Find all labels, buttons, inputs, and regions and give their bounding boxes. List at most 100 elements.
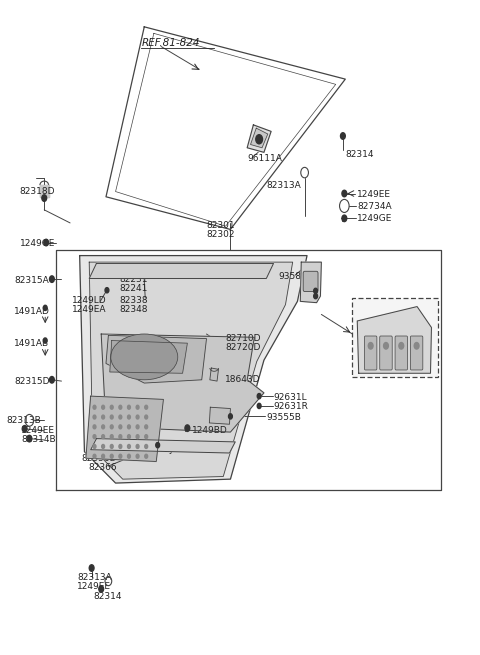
- Circle shape: [136, 445, 139, 449]
- Circle shape: [99, 586, 104, 592]
- FancyBboxPatch shape: [364, 336, 377, 370]
- Circle shape: [119, 445, 122, 449]
- Text: 1249BD: 1249BD: [192, 426, 228, 436]
- FancyBboxPatch shape: [380, 336, 392, 370]
- Circle shape: [136, 405, 139, 409]
- Circle shape: [136, 455, 139, 458]
- Text: 82348: 82348: [120, 305, 148, 314]
- Circle shape: [314, 288, 318, 293]
- Text: 82720D: 82720D: [226, 343, 261, 352]
- Circle shape: [136, 425, 139, 429]
- Polygon shape: [86, 396, 163, 462]
- Circle shape: [145, 415, 148, 419]
- Text: 82366: 82366: [88, 463, 117, 472]
- Polygon shape: [300, 262, 322, 303]
- Text: 82301: 82301: [206, 221, 235, 230]
- Text: 96111A: 96111A: [247, 155, 282, 163]
- Circle shape: [228, 414, 232, 419]
- Circle shape: [256, 135, 263, 144]
- Text: 92631L: 92631L: [274, 393, 307, 402]
- Circle shape: [342, 190, 347, 196]
- Circle shape: [102, 405, 105, 409]
- Text: 1249EE: 1249EE: [77, 582, 111, 591]
- Circle shape: [119, 415, 122, 419]
- Circle shape: [110, 435, 113, 439]
- Polygon shape: [91, 439, 235, 453]
- Polygon shape: [89, 263, 274, 278]
- Circle shape: [145, 425, 148, 429]
- Circle shape: [145, 405, 148, 409]
- Circle shape: [44, 239, 48, 246]
- Polygon shape: [251, 128, 268, 148]
- Text: 82314: 82314: [93, 592, 121, 601]
- Circle shape: [414, 343, 419, 349]
- Text: 93570B: 93570B: [373, 336, 408, 345]
- Circle shape: [89, 565, 94, 571]
- Text: 82313A: 82313A: [77, 572, 112, 582]
- Circle shape: [128, 455, 131, 458]
- Circle shape: [384, 343, 388, 349]
- Text: 82313B: 82313B: [6, 416, 41, 425]
- Text: REF.81-824: REF.81-824: [142, 37, 200, 48]
- Polygon shape: [106, 335, 206, 383]
- Text: 82315A: 82315A: [14, 276, 49, 285]
- Text: 1249GE: 1249GE: [20, 239, 55, 248]
- Polygon shape: [209, 407, 230, 424]
- Circle shape: [128, 415, 131, 419]
- Text: 82302: 82302: [206, 230, 235, 239]
- Circle shape: [156, 443, 159, 448]
- Text: 82241: 82241: [120, 284, 148, 293]
- Circle shape: [136, 415, 139, 419]
- FancyBboxPatch shape: [352, 298, 438, 377]
- Circle shape: [93, 425, 96, 429]
- Circle shape: [185, 425, 190, 432]
- Circle shape: [102, 435, 105, 439]
- Circle shape: [93, 405, 96, 409]
- Circle shape: [128, 445, 131, 449]
- Circle shape: [102, 445, 105, 449]
- Circle shape: [93, 415, 96, 419]
- Circle shape: [340, 133, 345, 140]
- Circle shape: [145, 445, 148, 449]
- Text: 82318D: 82318D: [20, 187, 55, 196]
- Text: 82338: 82338: [120, 295, 148, 305]
- Circle shape: [119, 425, 122, 429]
- Polygon shape: [89, 262, 293, 479]
- Circle shape: [43, 338, 47, 343]
- Circle shape: [119, 435, 122, 439]
- Polygon shape: [101, 334, 264, 432]
- Circle shape: [110, 425, 113, 429]
- Circle shape: [119, 455, 122, 458]
- Text: 93555B: 93555B: [266, 413, 301, 422]
- Circle shape: [399, 343, 404, 349]
- Circle shape: [49, 377, 54, 383]
- Circle shape: [368, 343, 373, 349]
- Circle shape: [27, 436, 32, 442]
- FancyBboxPatch shape: [303, 271, 318, 291]
- Text: 82734A: 82734A: [357, 202, 392, 211]
- Circle shape: [42, 195, 47, 201]
- Circle shape: [110, 445, 113, 449]
- Circle shape: [102, 425, 105, 429]
- Text: 82314: 82314: [345, 150, 374, 159]
- Polygon shape: [210, 368, 218, 381]
- Circle shape: [110, 455, 113, 458]
- Text: 1249GE: 1249GE: [357, 214, 393, 223]
- Circle shape: [128, 435, 131, 439]
- Circle shape: [102, 455, 105, 458]
- Circle shape: [145, 455, 148, 458]
- Circle shape: [314, 293, 318, 299]
- Text: 1249EA: 1249EA: [72, 305, 106, 314]
- Text: (RH): (RH): [379, 324, 401, 335]
- Polygon shape: [247, 125, 271, 153]
- Text: 92631R: 92631R: [274, 402, 308, 411]
- Circle shape: [102, 415, 105, 419]
- Text: 18643D: 18643D: [225, 375, 260, 384]
- Circle shape: [257, 394, 261, 399]
- Circle shape: [128, 425, 131, 429]
- Polygon shape: [357, 307, 432, 373]
- Polygon shape: [110, 341, 187, 373]
- Circle shape: [342, 215, 347, 221]
- Ellipse shape: [111, 334, 178, 380]
- FancyBboxPatch shape: [395, 336, 408, 370]
